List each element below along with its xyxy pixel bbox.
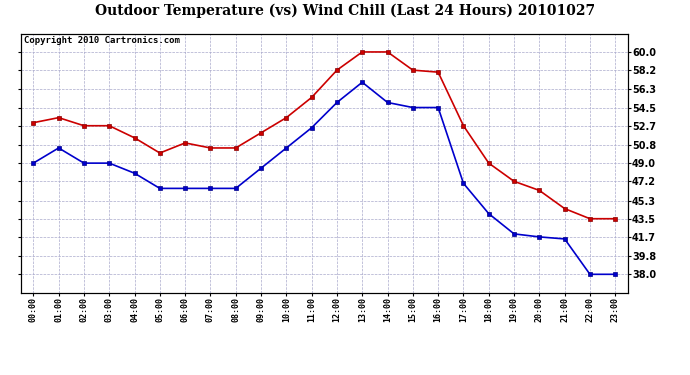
Text: Copyright 2010 Cartronics.com: Copyright 2010 Cartronics.com: [23, 36, 179, 45]
Text: Outdoor Temperature (vs) Wind Chill (Last 24 Hours) 20101027: Outdoor Temperature (vs) Wind Chill (Las…: [95, 4, 595, 18]
